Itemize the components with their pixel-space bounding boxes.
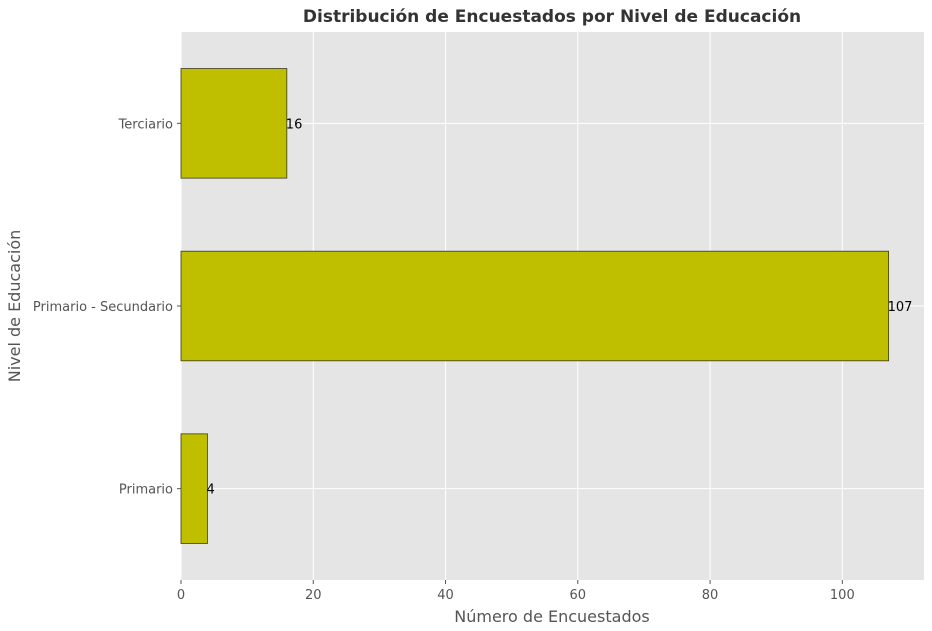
x-tick-label: 100 bbox=[830, 588, 855, 603]
x-tick-label: 80 bbox=[702, 588, 719, 603]
bar-primario-secundario bbox=[180, 250, 890, 362]
x-axis-ticks: 0 20 40 60 80 100 bbox=[177, 580, 855, 603]
bar-primario bbox=[180, 433, 208, 544]
x-axis-label: Número de Encuestados bbox=[454, 607, 649, 626]
x-tick-label: 0 bbox=[177, 588, 185, 603]
y-axis-ticks: Primario Primario - Secundario Terciario bbox=[33, 117, 181, 498]
y-axis-label: Nivel de Educación bbox=[5, 230, 24, 383]
data-label: 16 bbox=[286, 117, 303, 132]
data-label: 4 bbox=[206, 483, 214, 498]
data-label: 107 bbox=[888, 300, 913, 315]
bar-terciario bbox=[180, 68, 288, 179]
x-tick-label: 20 bbox=[305, 588, 322, 603]
x-tick-label: 60 bbox=[570, 588, 587, 603]
data-labels: 4 107 16 bbox=[206, 117, 912, 497]
chart-title: Distribución de Encuestados por Nivel de… bbox=[303, 7, 801, 27]
y-tick-label: Terciario bbox=[118, 117, 173, 132]
bars bbox=[180, 68, 890, 544]
y-tick-label: Primario bbox=[119, 483, 173, 498]
y-tick-label: Primario - Secundario bbox=[33, 300, 173, 315]
x-tick-label: 40 bbox=[437, 588, 454, 603]
